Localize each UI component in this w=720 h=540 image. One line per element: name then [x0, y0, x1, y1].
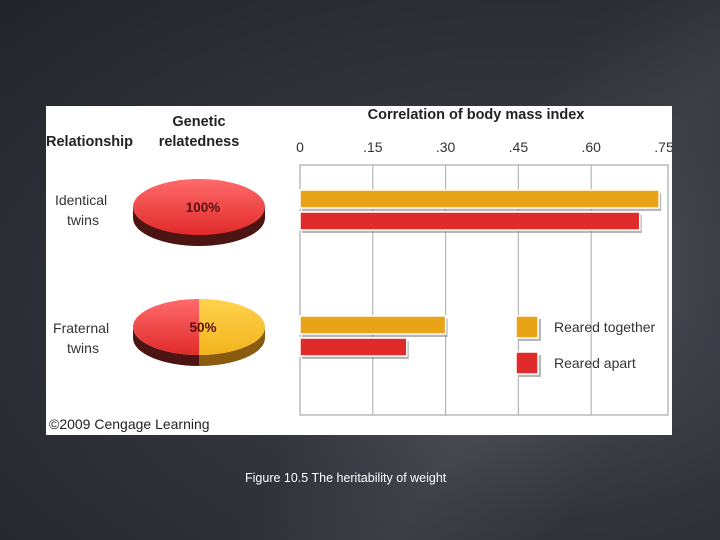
bar — [299, 189, 660, 209]
row-label-fraternal: Fraternal twins — [53, 320, 113, 356]
tick-label: .60 — [581, 139, 601, 155]
legend-swatch — [515, 315, 539, 339]
bars — [299, 189, 662, 359]
tick-label: .15 — [363, 139, 383, 155]
bar — [299, 211, 641, 231]
relationship-header: Relationship — [46, 134, 133, 150]
relatedness-disk: 50% — [133, 299, 265, 366]
copyright: ©2009 Cengage Learning — [49, 416, 210, 432]
figure-panel: Correlation of body mass index Relations… — [46, 106, 672, 435]
relatedness-disk: 100% — [133, 179, 265, 246]
disk-top — [133, 179, 265, 235]
disk-side-unrelated — [199, 327, 265, 366]
row-label-identical-line2: twins — [67, 212, 99, 228]
relatedness-disks: 100% 50% — [133, 179, 265, 366]
disk-side-related — [133, 327, 199, 366]
caption-text: Figure 10.5 The heritability of weight — [245, 471, 447, 485]
relatedness-header: Genetic relatedness — [159, 114, 240, 150]
relatedness-header-line: Genetic — [172, 114, 225, 130]
legend-label: Reared together — [554, 319, 656, 335]
legend: Reared together Reared apart — [515, 315, 656, 377]
tick-label: .75 — [654, 139, 672, 155]
legend-label: Reared apart — [554, 355, 636, 371]
relatedness-header-line: relatedness — [159, 134, 240, 150]
bar — [299, 337, 408, 357]
bmi-correlation-chart: Correlation of body mass index Relations… — [46, 107, 672, 432]
tick-label: .45 — [509, 139, 529, 155]
disk-top-unrelated — [199, 299, 265, 355]
relatedness-value: 50% — [189, 320, 216, 335]
relatedness-value: 100% — [186, 200, 221, 215]
chart-title: Correlation of body mass index — [368, 107, 585, 123]
tick-label: .30 — [436, 139, 456, 155]
legend-swatch — [515, 351, 539, 375]
row-label-fraternal-line2: twins — [67, 340, 99, 356]
legend-item: Reared apart — [515, 351, 636, 377]
row-label-identical: Identical twins — [55, 192, 111, 228]
disk-top-related — [133, 299, 199, 355]
bar — [299, 315, 447, 335]
row-label-identical-line1: Identical — [55, 192, 107, 208]
legend-item: Reared together — [515, 315, 656, 341]
tick-labels: 0 .15 .30 .45 .60 .75 — [296, 139, 672, 155]
row-label-fraternal-line1: Fraternal — [53, 320, 109, 336]
figure-caption: Figure 10.5 The heritability of weight — [0, 471, 720, 485]
tick-label: 0 — [296, 139, 304, 155]
